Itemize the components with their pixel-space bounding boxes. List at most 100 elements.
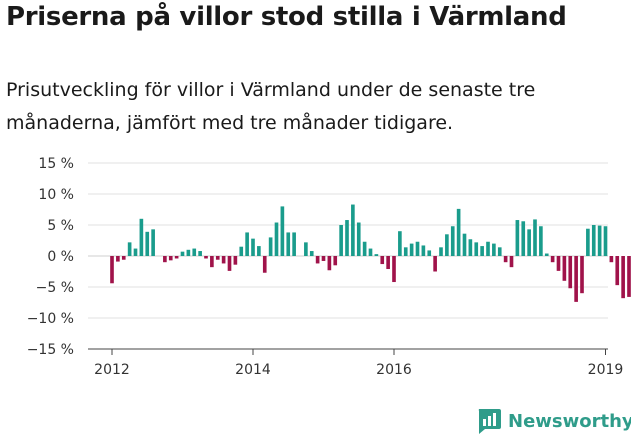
bar — [133, 248, 138, 256]
bar — [562, 256, 567, 281]
bar — [368, 248, 373, 256]
x-tick-label: 2014 — [235, 362, 271, 378]
chart-subtitle: Prisutveckling för villor i Värmland und… — [6, 79, 536, 134]
bar — [163, 256, 167, 263]
bar — [539, 226, 543, 256]
newsworthy-logo-text: Newsworthy — [508, 410, 631, 432]
bar — [327, 256, 332, 271]
bar — [515, 220, 520, 256]
bar — [233, 256, 238, 265]
bar — [127, 242, 132, 256]
bar — [292, 232, 296, 256]
bar — [304, 242, 308, 256]
bar — [450, 226, 455, 256]
bar — [251, 238, 255, 256]
bar — [492, 243, 496, 256]
bar — [497, 247, 502, 256]
bar — [345, 220, 349, 256]
bar — [503, 256, 508, 263]
bar — [186, 249, 191, 256]
bar — [486, 241, 490, 256]
bar — [591, 225, 596, 256]
bar — [245, 232, 249, 256]
y-tick-label: 10 % — [38, 187, 74, 203]
bar — [527, 229, 531, 256]
bar — [439, 247, 443, 256]
bar — [427, 250, 432, 256]
bar — [556, 256, 561, 271]
bar — [509, 256, 514, 268]
y-tick-label: 5 % — [47, 218, 74, 234]
bar — [309, 251, 314, 256]
bars — [110, 204, 631, 302]
bar — [286, 232, 291, 256]
bar — [174, 256, 179, 259]
bar — [204, 256, 208, 259]
bar — [180, 251, 185, 256]
x-axis: 2012201420162019202120232025 — [88, 348, 624, 378]
bar — [110, 256, 114, 284]
bar — [198, 251, 202, 256]
bar — [462, 233, 467, 256]
bar — [403, 247, 408, 256]
bar — [580, 256, 584, 294]
y-axis-ticks: 15 % 10 % 5 % 0 % −5 % −10 % −15 % — [27, 156, 74, 358]
bar — [445, 234, 449, 256]
y-tick-label: −5 % — [36, 280, 74, 296]
bar — [544, 253, 549, 256]
bar — [139, 218, 144, 256]
bar — [597, 225, 602, 256]
y-tick-label: −15 % — [27, 342, 74, 358]
bar — [421, 245, 426, 256]
bar — [274, 222, 279, 256]
bar — [145, 231, 150, 256]
bar — [609, 256, 614, 263]
bar — [227, 256, 232, 271]
bar — [192, 248, 197, 256]
bar — [280, 206, 285, 256]
bar — [268, 237, 273, 256]
bar — [262, 256, 267, 273]
bar — [121, 256, 126, 260]
bar — [351, 204, 355, 256]
bar — [339, 225, 343, 256]
bar — [474, 242, 479, 256]
bar — [480, 246, 484, 256]
bar — [315, 256, 320, 264]
newsworthy-logo: Newsworthy — [476, 408, 631, 434]
bar — [586, 228, 590, 256]
bar — [356, 222, 361, 256]
x-tick-label: 2012 — [94, 362, 130, 378]
bar — [257, 246, 261, 256]
y-tick-label: −10 % — [27, 311, 74, 327]
bar — [603, 226, 608, 256]
bar — [627, 256, 631, 297]
newsworthy-logo-icon — [478, 409, 501, 434]
bar — [333, 256, 338, 266]
bar — [362, 241, 367, 256]
bar — [116, 256, 120, 262]
bar — [456, 208, 461, 256]
x-tick-label: 2019 — [588, 362, 624, 378]
bar — [168, 256, 173, 261]
bar — [374, 254, 379, 256]
x-tick-label: 2016 — [376, 362, 412, 378]
bar — [210, 256, 214, 268]
bar — [574, 256, 578, 302]
y-tick-label: 0 % — [47, 249, 74, 265]
bar — [151, 229, 155, 256]
chart-title: Priserna på villor stod stilla i Värmlan… — [6, 2, 567, 32]
bar — [392, 256, 396, 283]
y-tick-label: 15 % — [38, 156, 74, 172]
bar — [468, 239, 473, 256]
bar — [433, 256, 437, 272]
bar — [239, 246, 244, 256]
bar — [621, 256, 625, 299]
bar — [380, 256, 385, 265]
bar — [533, 219, 537, 256]
bar-chart: 15 % 10 % 5 % 0 % −5 % −10 % −15 % 2012 2014 201… — [27, 156, 631, 378]
bar — [415, 241, 420, 256]
bar — [568, 256, 573, 289]
bar — [615, 256, 620, 286]
bar — [221, 256, 226, 264]
